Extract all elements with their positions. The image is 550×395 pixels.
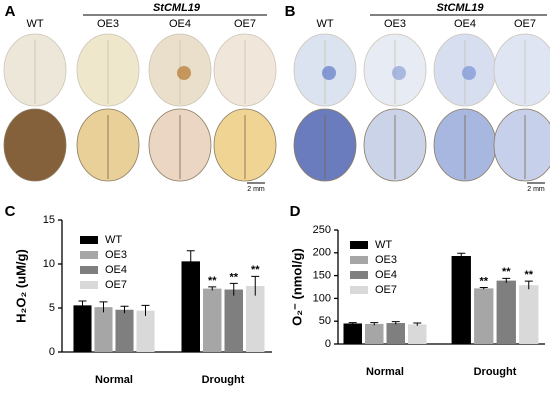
column-label: WT (26, 18, 43, 30)
legend-swatch (350, 256, 368, 264)
bar (246, 286, 265, 352)
bar (94, 307, 113, 352)
error-bar (391, 321, 400, 325)
legend-swatch (350, 286, 368, 294)
legend-label: OE3 (375, 254, 397, 266)
legend-swatch (80, 251, 98, 259)
legend-swatch (80, 281, 98, 289)
error-bar (348, 322, 357, 325)
group-label: StCML19 (436, 2, 484, 14)
bar (451, 255, 471, 344)
legend-label: OE4 (375, 269, 397, 281)
error-bar (99, 301, 108, 313)
significance-label: ** (524, 269, 533, 281)
bar (519, 285, 539, 344)
bar (73, 305, 92, 352)
scale-bar-label: 2 mm (527, 186, 545, 193)
leaf-spot (392, 66, 406, 80)
legend-label: WT (105, 234, 122, 246)
column-label: OE7 (514, 18, 536, 30)
y-tick-label: 0 (49, 346, 55, 358)
y-tick-label: 10 (43, 258, 55, 270)
legend-swatch (350, 241, 368, 249)
bar (408, 324, 427, 344)
scale-bar-label: 2 mm (247, 186, 265, 193)
error-bar (370, 322, 379, 326)
legend-swatch (80, 236, 98, 244)
leaf-spot (322, 66, 336, 80)
legend-label: OE7 (105, 279, 127, 291)
error-bar (78, 300, 87, 310)
y-tick-label: 100 (313, 292, 331, 304)
legend-label: OE7 (375, 284, 397, 296)
significance-label: ** (251, 264, 260, 276)
panel-label: B (285, 3, 296, 20)
y-tick-label: 50 (319, 315, 331, 327)
significance-label: ** (229, 271, 238, 283)
column-label: OE4 (169, 18, 191, 30)
bar (115, 309, 134, 352)
bar (365, 323, 384, 344)
error-bar (208, 286, 217, 291)
legend-label: OE3 (105, 249, 127, 261)
panel-label: A (5, 3, 16, 20)
error-bar (141, 304, 150, 316)
bar (136, 310, 155, 352)
bar (343, 323, 362, 344)
y-tick-label: 200 (313, 247, 331, 259)
leaf-spot (177, 66, 191, 80)
column-label: OE4 (454, 18, 476, 30)
bar (386, 323, 405, 344)
column-label: WT (316, 18, 333, 30)
bar (474, 288, 494, 344)
y-axis-title: O₂⁻ (nmol/g) (289, 248, 304, 326)
x-tick-label: Normal (366, 366, 404, 378)
x-tick-label: Normal (95, 374, 133, 386)
column-label: OE3 (384, 18, 406, 30)
error-bar (251, 275, 260, 296)
error-bar (186, 250, 195, 272)
y-tick-label: 0 (325, 338, 331, 350)
error-bar (524, 280, 533, 290)
bar (496, 280, 516, 344)
y-tick-label: 250 (313, 224, 331, 236)
error-bar (120, 305, 129, 314)
error-bar (502, 277, 511, 283)
error-bar (479, 286, 488, 290)
error-bar (413, 322, 422, 326)
y-tick-label: 5 (49, 302, 55, 314)
leaf-photo (493, 33, 550, 107)
significance-label: ** (502, 266, 511, 278)
y-tick-label: 15 (43, 214, 55, 226)
column-label: OE3 (97, 18, 119, 30)
panel-label: C (5, 203, 16, 220)
panel-label: D (290, 203, 301, 220)
group-label: StCML19 (153, 2, 201, 14)
x-tick-label: Drought (474, 366, 517, 378)
legend-label: OE4 (105, 264, 127, 276)
leaf-spot (462, 66, 476, 80)
legend-label: WT (375, 239, 392, 251)
x-tick-label: Drought (202, 374, 245, 386)
bar (181, 261, 200, 352)
bar (224, 289, 243, 352)
column-label: OE7 (234, 18, 256, 30)
y-tick-label: 150 (313, 270, 331, 282)
error-bar (457, 252, 466, 259)
significance-label: ** (479, 275, 488, 287)
leaf-photo (493, 108, 550, 182)
legend-swatch (80, 266, 98, 274)
significance-label: ** (208, 275, 217, 287)
legend-swatch (350, 271, 368, 279)
y-axis-title: H₂O₂ (uM/g) (13, 249, 28, 323)
bar (203, 288, 222, 352)
error-bar (229, 282, 238, 296)
